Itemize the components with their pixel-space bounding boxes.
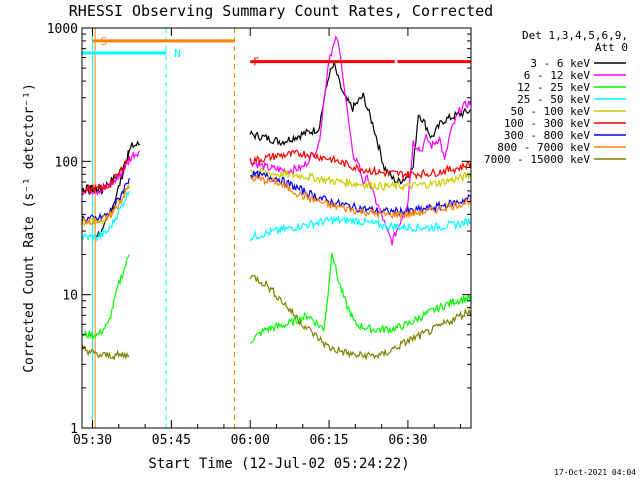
- series-line-5-0: [82, 155, 130, 195]
- series-line-4-1: [250, 167, 471, 192]
- series-line-7-1: [249, 173, 471, 220]
- y-tick-label-3: 1000: [47, 22, 78, 37]
- series-line-8-1: [249, 274, 471, 360]
- series-line-2-1: [250, 252, 471, 344]
- annotation-F: F: [253, 56, 260, 69]
- legend-header-line-2: Att 0: [595, 41, 628, 54]
- annotation-S: S: [101, 35, 108, 48]
- legend-label-3: 25 - 50 keV: [517, 93, 590, 106]
- x-tick-label-0: 05:30: [73, 433, 112, 448]
- legend-label-2: 12 - 25 keV: [517, 81, 590, 94]
- x-tick-label-4: 06:30: [388, 433, 427, 448]
- y-tick-label-1: 10: [62, 289, 78, 304]
- plot-area: S N F: [82, 28, 516, 428]
- y-axis-label: Corrected Count Rate (s⁻¹ detector⁻¹): [22, 83, 37, 373]
- y-axis-ticks: 1 10 100 1000: [47, 22, 471, 437]
- x-tick-label-3: 06:15: [309, 433, 348, 448]
- series-line-1-2: [505, 307, 516, 323]
- legend-label-7: 800 - 7000 keV: [497, 141, 590, 154]
- chart-title: RHESSI Observing Summary Count Rates, Co…: [69, 2, 493, 20]
- legend-label-4: 50 - 100 keV: [511, 105, 591, 118]
- series-line-3-1: [249, 215, 471, 242]
- plot-content: [82, 28, 516, 428]
- annotation-N: N: [174, 47, 181, 60]
- series-line-7-0: [82, 186, 130, 226]
- series-line-3-0: [82, 190, 130, 242]
- series-line-5-1: [249, 149, 471, 180]
- x-axis-ticks: 05:30 05:45 06:00 06:15 06:30: [73, 28, 461, 448]
- series-line-2-0: [82, 254, 130, 341]
- legend-label-6: 300 - 800 keV: [504, 129, 590, 142]
- legend-label-0: 3 - 6 keV: [530, 57, 590, 70]
- series-line-8-0: [82, 344, 130, 361]
- x-tick-label-2: 06:00: [231, 433, 270, 448]
- series-line-6-0: [82, 177, 130, 223]
- series-line-0-1: [82, 140, 141, 194]
- generation-timestamp: 17-Oct-2021 04:04: [554, 468, 636, 477]
- y-tick-label-2: 100: [55, 155, 78, 170]
- series-line-6-1: [250, 170, 471, 217]
- legend-header-line-1: Det 1,3,4,5,6,9,: [522, 29, 628, 42]
- legend-label-1: 6 - 12 keV: [524, 69, 591, 82]
- legend-label-5: 100 - 300 keV: [504, 117, 590, 130]
- x-tick-label-1: 05:45: [152, 433, 191, 448]
- x-axis-label: Start Time (12-Jul-02 05:24:22): [148, 456, 409, 472]
- y-tick-label-0: 1: [70, 422, 78, 437]
- legend-label-8: 7000 - 15000 keV: [484, 153, 590, 166]
